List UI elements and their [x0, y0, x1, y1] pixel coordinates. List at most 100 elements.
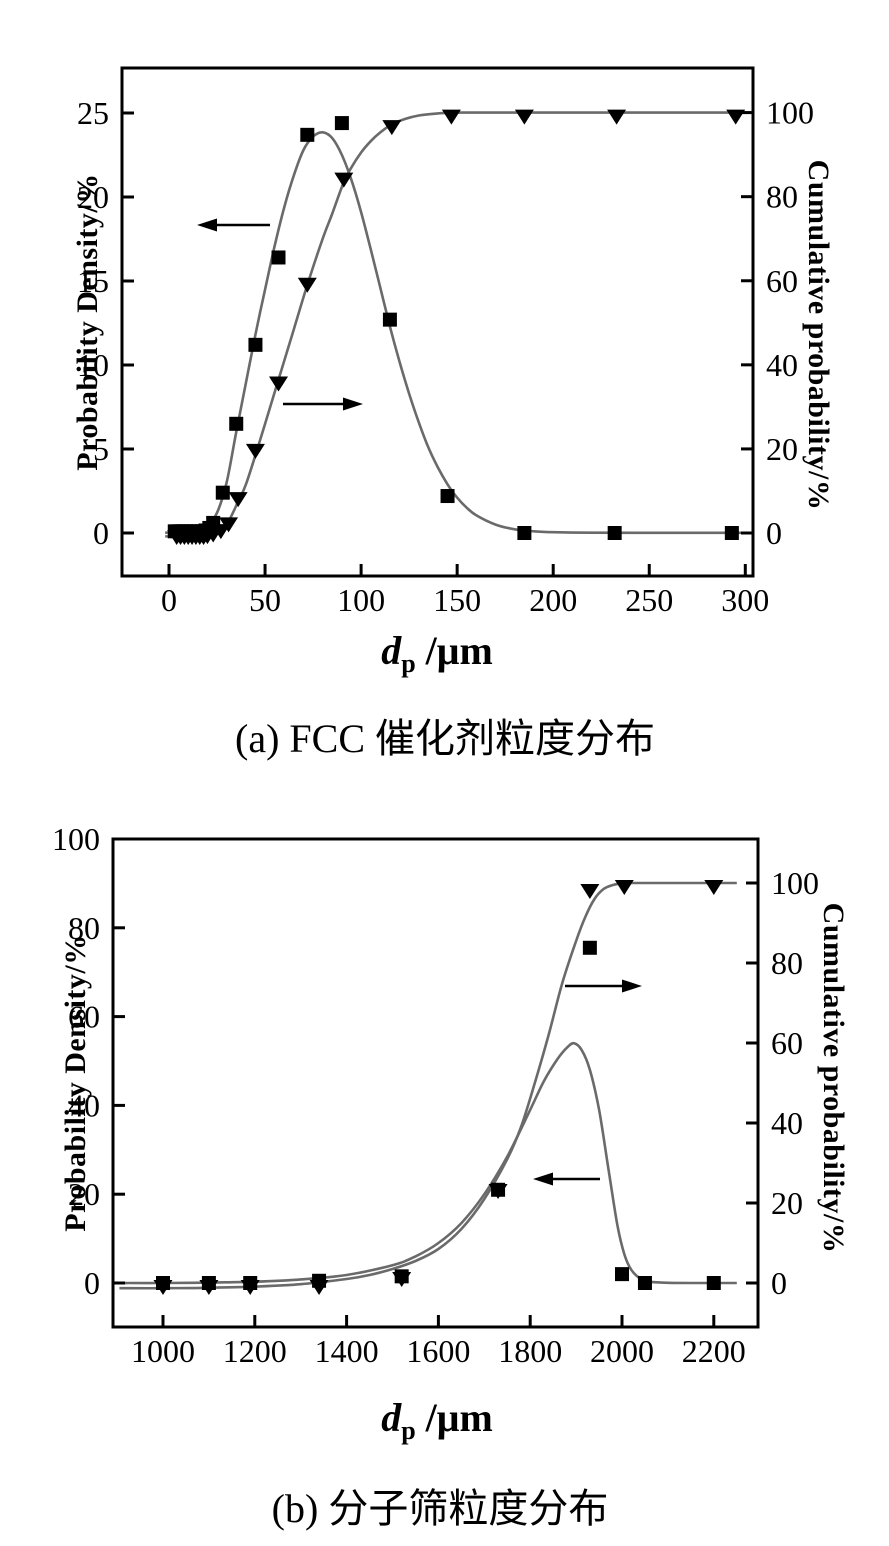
square-marker [517, 526, 532, 540]
chart-a-x-axis-title: dp /μm [381, 627, 493, 679]
triangle-down-marker [297, 277, 317, 293]
square-marker [300, 127, 315, 142]
square-marker [248, 337, 263, 352]
x-tick-label: 50 [249, 582, 281, 618]
triangle-down-marker [153, 1280, 173, 1295]
triangle-down-marker [441, 109, 461, 125]
x-tick-label: 1800 [498, 1333, 562, 1369]
x-title-subscript: p [401, 1416, 416, 1445]
chart-b-right-axis-label: Cumulative probability/% [817, 902, 850, 1254]
square-marker [607, 526, 622, 540]
x-tick-label: 1400 [315, 1333, 379, 1369]
triangle-down-marker [268, 376, 288, 392]
square-marker [615, 1267, 629, 1282]
right-arrow-icon [343, 397, 363, 411]
cumulative-probability-curve [165, 111, 752, 538]
x-title-unit: /μm [415, 1395, 493, 1440]
right-tick-label: 20 [771, 1185, 803, 1221]
left-tick-label: 0 [93, 515, 109, 551]
triangle-down-marker [309, 1280, 329, 1295]
square-marker [229, 416, 244, 431]
square-marker [382, 312, 397, 327]
triangle-down-marker [726, 109, 746, 125]
triangle-down-marker [488, 1184, 508, 1199]
right-tick-label: 0 [766, 515, 782, 551]
triangle-down-marker [211, 524, 231, 540]
x-title-symbol: d [381, 1395, 402, 1440]
chart-b-canvas: 1000 1200 1400 1600 1800 2000 2200020406080100… [52, 821, 819, 1369]
chart-b-x-axis-title: dp /μm [381, 1394, 493, 1446]
triangle-down-marker [199, 1280, 219, 1295]
x-tick-label: 300 [721, 582, 769, 618]
cumulative-probability-curve [119, 881, 737, 1290]
right-tick-label: 80 [766, 179, 798, 215]
chart-a-right-axis-label: Cumulative probability/% [802, 159, 835, 511]
x-tick-label: 100 [337, 582, 385, 618]
square-marker [637, 1276, 652, 1290]
left-tick-label: 10 [77, 347, 109, 383]
triangle-down-marker [240, 1280, 260, 1295]
square-marker [440, 489, 455, 504]
left-tick-label: 80 [68, 910, 100, 946]
triangle-down-marker [228, 492, 248, 508]
triangle-down-marker [245, 443, 265, 459]
left-tick-label: 20 [68, 1176, 100, 1212]
right-tick-label: 40 [766, 347, 798, 383]
probability-density-curve [165, 130, 746, 535]
right-arrow-icon [622, 979, 642, 993]
triangle-down-marker [334, 172, 354, 188]
left-arrow-icon [533, 1172, 553, 1186]
left-tick-label: 20 [77, 179, 109, 215]
x-tick-label: 150 [433, 582, 481, 618]
chart-b-left-axis-label: Probability Density/% [59, 934, 92, 1232]
square-marker [706, 1276, 721, 1290]
triangle-down-marker [514, 109, 534, 125]
left-tick-label: 0 [84, 1265, 100, 1301]
plot-frame [111, 837, 760, 1329]
right-tick-label: 100 [766, 95, 814, 131]
triangle-down-marker [607, 109, 627, 125]
right-tick-label: 0 [771, 1265, 787, 1301]
square-marker [724, 526, 739, 540]
right-tick-label: 60 [766, 263, 798, 299]
triangle-down-marker [580, 884, 600, 899]
triangle-down-marker [704, 880, 724, 895]
right-tick-label: 60 [771, 1025, 803, 1061]
left-arrow-icon [197, 218, 217, 232]
left-tick-label: 15 [77, 263, 109, 299]
left-tick-label: 60 [68, 999, 100, 1035]
x-title-unit: /μm [415, 628, 493, 673]
plot-frame [120, 66, 755, 578]
chart-a-caption: (a) FCC 催化剂粒度分布 [235, 716, 655, 761]
right-tick-label: 20 [766, 431, 798, 467]
x-tick-label: 2200 [682, 1333, 746, 1369]
left-tick-label: 40 [68, 1087, 100, 1123]
x-tick-label: 1200 [223, 1333, 287, 1369]
x-title-symbol: d [381, 628, 402, 673]
triangle-down-marker [219, 517, 239, 533]
triangle-down-marker [614, 880, 634, 895]
x-tick-label: 1600 [406, 1333, 470, 1369]
square-marker [582, 940, 597, 955]
left-tick-label: 25 [77, 95, 109, 131]
left-tick-label: 5 [93, 431, 109, 467]
probability-density-curve [119, 1041, 737, 1285]
right-tick-label: 40 [771, 1105, 803, 1141]
chart-a-left-axis-label: Probability Density/% [71, 173, 104, 471]
x-tick-label: 250 [625, 582, 673, 618]
x-tick-label: 0 [161, 582, 177, 618]
left-tick-label: 100 [52, 821, 100, 857]
square-marker [215, 485, 230, 500]
square-marker [271, 250, 286, 265]
right-tick-label: 100 [771, 865, 819, 901]
x-tick-label: 1000 [131, 1333, 195, 1369]
x-title-subscript: p [401, 649, 416, 678]
triangle-down-marker [382, 120, 402, 136]
x-tick-label: 2000 [590, 1333, 654, 1369]
square-marker [334, 116, 349, 131]
x-tick-label: 200 [529, 582, 577, 618]
triangle-down-marker [392, 1272, 412, 1287]
right-tick-label: 80 [771, 945, 803, 981]
